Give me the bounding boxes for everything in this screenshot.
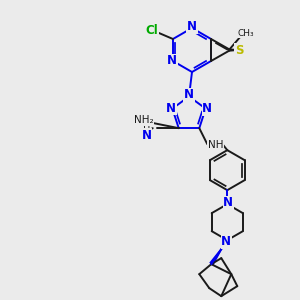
Text: CH₃: CH₃ xyxy=(237,29,254,38)
Text: NH: NH xyxy=(208,140,223,150)
Text: N: N xyxy=(187,20,197,34)
Text: N: N xyxy=(142,129,152,142)
Text: N: N xyxy=(184,88,194,101)
Text: N: N xyxy=(221,235,231,248)
Text: N: N xyxy=(223,196,233,209)
Text: S: S xyxy=(235,44,244,56)
Text: Cl: Cl xyxy=(146,23,158,37)
Text: N: N xyxy=(202,102,212,115)
Text: H: H xyxy=(143,122,150,132)
Text: N: N xyxy=(167,55,177,68)
Text: N: N xyxy=(167,102,176,115)
Polygon shape xyxy=(209,240,227,266)
Text: NH₂: NH₂ xyxy=(134,115,154,125)
